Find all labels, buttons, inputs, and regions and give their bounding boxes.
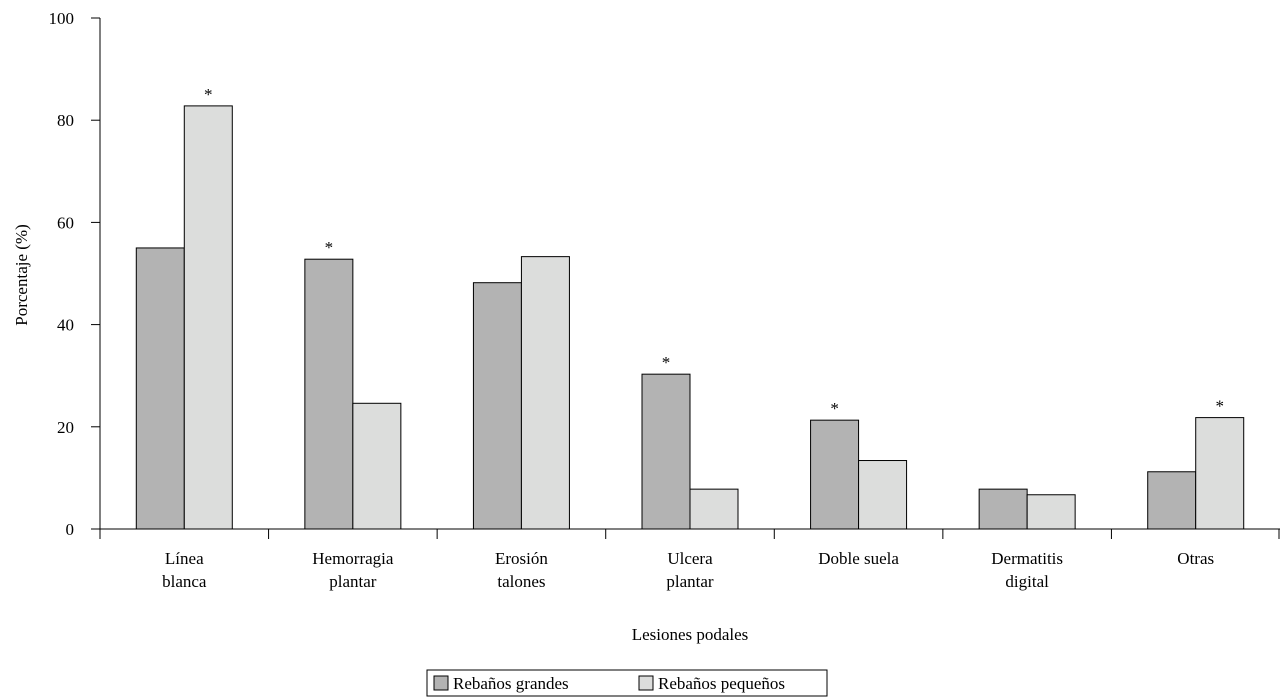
y-tick-label: 80 [57, 111, 74, 130]
significance-star: * [830, 399, 839, 418]
legend: Rebaños grandes Rebaños pequeños [426, 669, 828, 697]
x-category-label: Ulcera plantar [666, 549, 714, 591]
x-category-label: Línea blanca [162, 549, 207, 591]
y-tick-label: 60 [57, 213, 74, 232]
bar-pequenos-5 [1026, 494, 1076, 530]
x-axis: Línea blanca Hemorragia plantar Erosión talon… [99, 528, 1280, 591]
bar-grandes-6 [1147, 471, 1197, 530]
significance-markers: * * * * * [204, 85, 1224, 418]
bar-grandes-3 [641, 373, 691, 530]
bar-pequenos-3 [689, 488, 739, 530]
legend-swatch [433, 675, 449, 691]
bar-grandes-0 [135, 247, 185, 530]
bar-grandes-5 [978, 488, 1028, 530]
bar-pequenos-2 [520, 256, 570, 530]
y-tick-label: 100 [49, 9, 75, 28]
significance-star: * [662, 353, 671, 372]
significance-star: * [325, 238, 334, 257]
x-axis-title: Lesiones podales [632, 625, 749, 644]
x-category-label: Hemorragia plantar [312, 549, 394, 591]
x-category-label: Doble suela [818, 549, 899, 568]
bar-grandes-1 [304, 258, 354, 530]
y-tick-label: 20 [57, 418, 74, 437]
bar-pequenos-0 [183, 105, 233, 530]
bar-grandes-2 [472, 282, 522, 530]
legend-label: Rebaños grandes [453, 674, 569, 693]
legend-swatch [638, 675, 654, 691]
x-category-label: Otras [1177, 549, 1214, 568]
bars-group [135, 105, 1245, 530]
x-category-label: Erosión talones [495, 549, 548, 591]
y-axis: 0 20 40 60 80 100 [49, 9, 101, 539]
y-tick-label: 40 [57, 316, 74, 335]
significance-star: * [1215, 397, 1224, 416]
significance-star: * [204, 85, 213, 104]
bar-pequenos-6 [1195, 417, 1245, 530]
bar-pequenos-4 [858, 460, 908, 530]
y-tick-label: 0 [66, 520, 75, 539]
bar-pequenos-1 [352, 402, 402, 530]
x-category-label: Dermatitis digital [991, 549, 1063, 591]
legend-label: Rebaños pequeños [658, 674, 785, 693]
y-axis-title: Porcentaje (%) [12, 224, 31, 325]
bar-grandes-4 [810, 419, 860, 530]
legend-box [426, 669, 828, 697]
